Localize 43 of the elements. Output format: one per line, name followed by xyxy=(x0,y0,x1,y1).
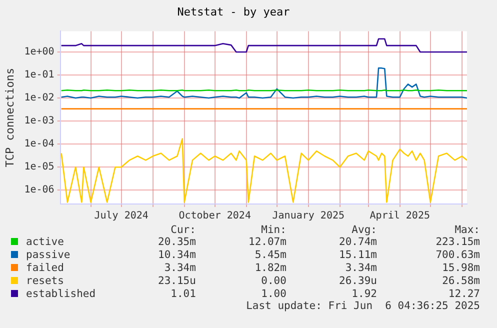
chart-title: Netstat - by year xyxy=(177,5,290,18)
text: 5.45m xyxy=(254,249,286,262)
legend-label: established xyxy=(26,288,96,300)
text: Max: xyxy=(454,224,480,236)
text: 1.92 xyxy=(350,288,377,301)
text: 12.07m xyxy=(248,236,286,249)
x-tick-label: April 2025 xyxy=(370,210,430,222)
text: 223.15m xyxy=(434,236,480,249)
text: Min: xyxy=(260,224,286,236)
text: 20.74m xyxy=(338,236,377,249)
legend-label: passive xyxy=(26,249,70,261)
legend-label: resets xyxy=(26,275,64,287)
y-tick-label: 1e-01 xyxy=(24,70,54,81)
text: Avg: xyxy=(350,224,377,236)
text: 1.82m xyxy=(254,262,286,275)
y-tick-label: 1e+00 xyxy=(24,46,54,58)
text: 0.00 xyxy=(260,275,286,288)
y-tick-label: 1e-05 xyxy=(24,162,54,173)
y-tick-label: 1e-04 xyxy=(24,138,54,150)
text: 26.58m xyxy=(441,275,480,288)
text: 15.11m xyxy=(338,249,377,262)
text: Cur: xyxy=(170,224,196,236)
text: 700.63m xyxy=(434,249,480,262)
y-tick-label: 1e-06 xyxy=(24,184,54,196)
legend-label: failed xyxy=(26,262,64,274)
text: 20.35m xyxy=(157,236,196,249)
x-tick-label: October 2024 xyxy=(178,210,251,222)
text: 26.39u xyxy=(338,275,377,288)
text: 1.01 xyxy=(170,288,196,301)
y-tick-label: 1e-02 xyxy=(24,92,54,104)
legend-label: active xyxy=(26,236,64,248)
y-axis-title: TCP connections xyxy=(3,68,16,168)
text: 3.34m xyxy=(163,262,196,275)
x-tick-label: January 2025 xyxy=(272,210,345,222)
text: 3.34m xyxy=(344,262,377,275)
y-tick-label: 1e-03 xyxy=(24,116,54,127)
text: 1.00 xyxy=(260,288,286,301)
x-tick-label: July 2024 xyxy=(94,210,148,222)
text: Last update: Fri Jun 6 04:36:25 2025 xyxy=(245,300,480,312)
text: 15.98m xyxy=(441,262,480,275)
text: 10.34m xyxy=(157,249,196,262)
text: 12.27 xyxy=(447,288,480,301)
text: 23.15u xyxy=(157,275,196,288)
